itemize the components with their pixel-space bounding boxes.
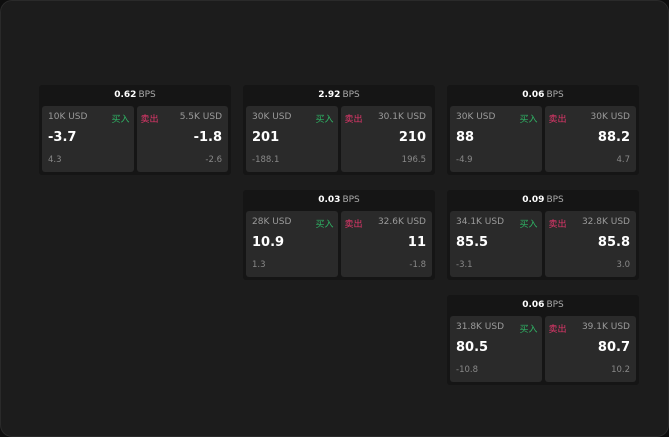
buy-size: 30K USD (456, 112, 496, 122)
buy-tile[interactable]: 31.8K USD 买入 80.5 -10.8 (450, 316, 542, 382)
buy-tile[interactable]: 30K USD 买入 88 -4.9 (450, 106, 542, 172)
sell-label: 卖出 (344, 220, 363, 230)
sell-price: -1.8 (193, 130, 222, 145)
sell-size: 5.5K USD (179, 112, 222, 122)
buy-label: 买入 (519, 220, 538, 230)
sell-price: 11 (407, 235, 426, 250)
buy-label: 买入 (519, 325, 538, 335)
buy-tile[interactable]: 30K USD 买入 201 -188.1 (246, 106, 338, 172)
quote-widget: 0.09 BPS 34.1K USD 买入 85.5 -3.1 32.8K USD… (447, 190, 639, 280)
spread-header: 0.06 BPS (447, 295, 639, 316)
buy-tile[interactable]: 10K USD 买入 -3.7 4.3 (42, 106, 134, 172)
sell-tile[interactable]: 30K USD 卖出 88.2 4.7 (544, 106, 636, 172)
sell-delta: 4.7 (616, 155, 630, 165)
quote-widget: 0.62 BPS 10K USD 买入 -3.7 4.3 5.5K USD 卖出 … (39, 85, 231, 175)
spread-value: 0.06 (522, 300, 545, 310)
sell-label: 卖出 (548, 115, 567, 125)
sell-size: 30K USD (590, 112, 630, 122)
buy-price: -3.7 (48, 130, 77, 145)
buy-label: 买入 (315, 115, 334, 125)
sell-tile[interactable]: 5.5K USD 卖出 -1.8 -2.6 (136, 106, 228, 172)
buy-label: 买入 (519, 115, 538, 125)
buy-size: 31.8K USD (456, 322, 505, 332)
sell-label: 卖出 (548, 220, 567, 230)
buy-price: 88 (456, 130, 475, 145)
spread-value: 0.06 (522, 90, 545, 100)
buy-delta: 1.3 (252, 260, 266, 270)
spread-header: 0.03 BPS (243, 190, 435, 211)
sell-delta: 3.0 (616, 260, 630, 270)
buy-label: 买入 (315, 220, 334, 230)
buy-price: 85.5 (456, 235, 489, 250)
buy-tile[interactable]: 34.1K USD 买入 85.5 -3.1 (450, 211, 542, 277)
sell-price: 88.2 (597, 130, 630, 145)
quote-widget: 0.06 BPS 30K USD 买入 88 -4.9 30K USD 卖出 88… (447, 85, 639, 175)
spread-unit: BPS (546, 300, 564, 310)
spread-header: 0.06 BPS (447, 85, 639, 106)
buy-price: 80.5 (456, 340, 489, 355)
sell-tile[interactable]: 32.8K USD 卖出 85.8 3.0 (544, 211, 636, 277)
quote-widget: 0.03 BPS 28K USD 买入 10.9 1.3 32.6K USD 卖出… (243, 190, 435, 280)
buy-size: 30K USD (252, 112, 292, 122)
sell-tile[interactable]: 30.1K USD 卖出 210 196.5 (340, 106, 432, 172)
buy-tile[interactable]: 28K USD 买入 10.9 1.3 (246, 211, 338, 277)
sell-price: 80.7 (597, 340, 630, 355)
sell-delta: -1.8 (409, 260, 426, 270)
buy-delta: -188.1 (252, 155, 280, 165)
spread-header: 0.09 BPS (447, 190, 639, 211)
buy-size: 34.1K USD (456, 217, 505, 227)
spread-unit: BPS (342, 90, 360, 100)
spread-unit: BPS (546, 195, 564, 205)
spread-unit: BPS (342, 195, 360, 205)
spread-header: 2.92 BPS (243, 85, 435, 106)
quote-widget: 2.92 BPS 30K USD 买入 201 -188.1 30.1K USD … (243, 85, 435, 175)
sell-delta: 10.2 (611, 365, 630, 375)
sell-size: 39.1K USD (581, 322, 630, 332)
buy-price: 201 (252, 130, 280, 145)
buy-price: 10.9 (252, 235, 285, 250)
spread-value: 0.09 (522, 195, 545, 205)
spread-value: 0.62 (114, 90, 137, 100)
sell-price: 85.8 (597, 235, 630, 250)
spread-unit: BPS (546, 90, 564, 100)
sell-price: 210 (398, 130, 426, 145)
sell-label: 卖出 (548, 325, 567, 335)
sell-delta: 196.5 (401, 155, 426, 165)
sell-label: 卖出 (140, 115, 159, 125)
spread-unit: BPS (138, 90, 156, 100)
buy-delta: -3.1 (456, 260, 473, 270)
sell-tile[interactable]: 32.6K USD 卖出 11 -1.8 (340, 211, 432, 277)
sell-delta: -2.6 (205, 155, 222, 165)
buy-delta: 4.3 (48, 155, 62, 165)
sell-tile[interactable]: 39.1K USD 卖出 80.7 10.2 (544, 316, 636, 382)
buy-delta: -10.8 (456, 365, 478, 375)
spread-value: 0.03 (318, 195, 341, 205)
buy-size: 10K USD (48, 112, 88, 122)
sell-label: 卖出 (344, 115, 363, 125)
sell-size: 30.1K USD (377, 112, 426, 122)
sell-size: 32.6K USD (377, 217, 426, 227)
quote-widget: 0.06 BPS 31.8K USD 买入 80.5 -10.8 39.1K US… (447, 295, 639, 385)
buy-label: 买入 (111, 115, 130, 125)
buy-size: 28K USD (252, 217, 292, 227)
spread-value: 2.92 (318, 90, 341, 100)
spread-header: 0.62 BPS (39, 85, 231, 106)
buy-delta: -4.9 (456, 155, 473, 165)
sell-size: 32.8K USD (581, 217, 630, 227)
